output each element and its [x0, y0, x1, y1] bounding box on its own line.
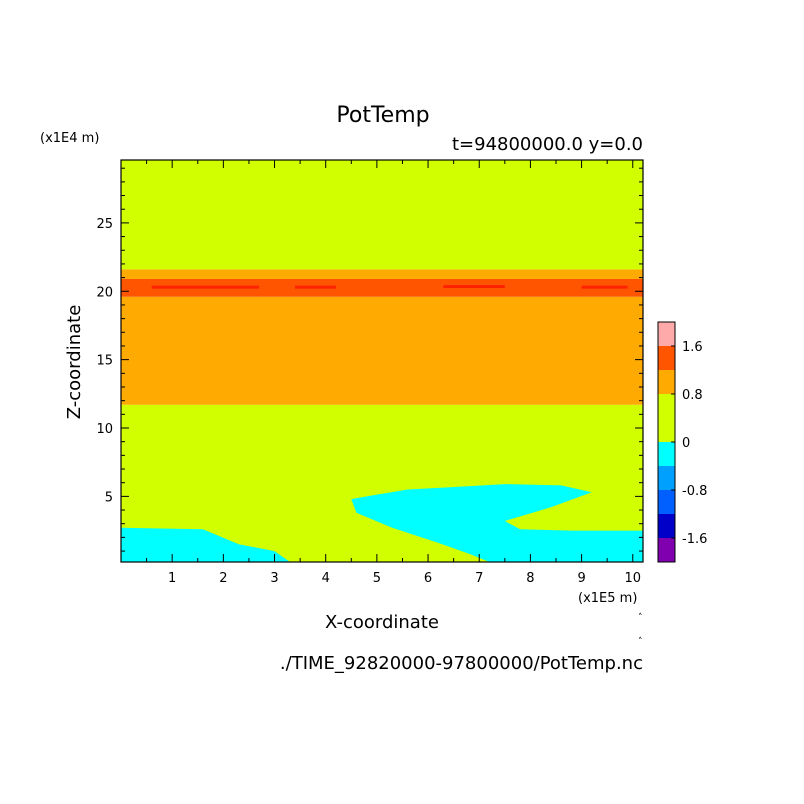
x-tick-label: 7 [475, 571, 483, 586]
y-tick-label: 5 [105, 490, 113, 505]
contour-band [121, 160, 643, 270]
y-tick-label: 20 [96, 285, 113, 300]
colorbar-segment [658, 466, 675, 490]
colorbar-segment [658, 490, 675, 514]
x-tick-label: 5 [373, 571, 381, 586]
colorbar-label: -1.6 [682, 532, 707, 547]
plot-area [121, 160, 643, 562]
colorbar-label: -0.8 [682, 484, 707, 499]
tick-mark: ˄ [638, 613, 643, 623]
plot-frame [120, 159, 644, 563]
colorbar-segment [658, 442, 675, 466]
y-tick-label: 25 [96, 217, 113, 232]
axes: 1 2 3 4 5 6 7 8 9 10 5 10 15 20 25 [96, 159, 644, 586]
chart-title: PotTemp [336, 103, 429, 128]
contour-streak [581, 285, 628, 289]
footer-path: ./TIME_92820000-97800000/PotTemp.nc [280, 653, 643, 674]
colorbar-segment [658, 370, 675, 394]
chart-subtitle: t=94800000.0 y=0.0 [452, 134, 643, 155]
colorbar-segment [658, 322, 675, 346]
colorbar-label: 1.6 [682, 340, 703, 355]
contour-band [121, 296, 643, 405]
colorbar-segment [658, 394, 675, 442]
y-tick-label: 10 [96, 422, 113, 437]
contour-streak [151, 285, 260, 289]
y-axis-label: Z-coordinate [64, 305, 85, 420]
contour-band [121, 278, 643, 297]
colorbar: 1.6 0.8 0 -0.8 -1.6 [657, 321, 707, 563]
colorbar-label: 0.8 [682, 388, 703, 403]
contour-region [121, 527, 290, 562]
contour-streak [295, 285, 336, 289]
x-tick-label: 1 [168, 571, 176, 586]
x-axis-label: X-coordinate [325, 612, 439, 633]
x-tick-label: 2 [219, 571, 227, 586]
colorbar-segment [658, 538, 675, 562]
x-tick-label: 4 [322, 571, 330, 586]
colorbar-segment [658, 514, 675, 538]
x-tick-label: 6 [424, 571, 432, 586]
contour-region [351, 484, 643, 562]
x-tick-label: 10 [624, 571, 641, 586]
colorbar-label: 0 [682, 436, 690, 451]
tick-mark: ˄ [638, 637, 643, 647]
contour-streak [443, 284, 505, 288]
colorbar-segment [658, 346, 675, 370]
x-unit-label: (x1E5 m) [578, 591, 637, 606]
y-unit-label: (x1E4 m) [40, 131, 99, 146]
contour-band [121, 269, 643, 279]
x-tick-label: 8 [526, 571, 534, 586]
y-tick-label: 15 [96, 354, 113, 369]
x-tick-label: 9 [577, 571, 585, 586]
x-tick-label: 3 [270, 571, 278, 586]
